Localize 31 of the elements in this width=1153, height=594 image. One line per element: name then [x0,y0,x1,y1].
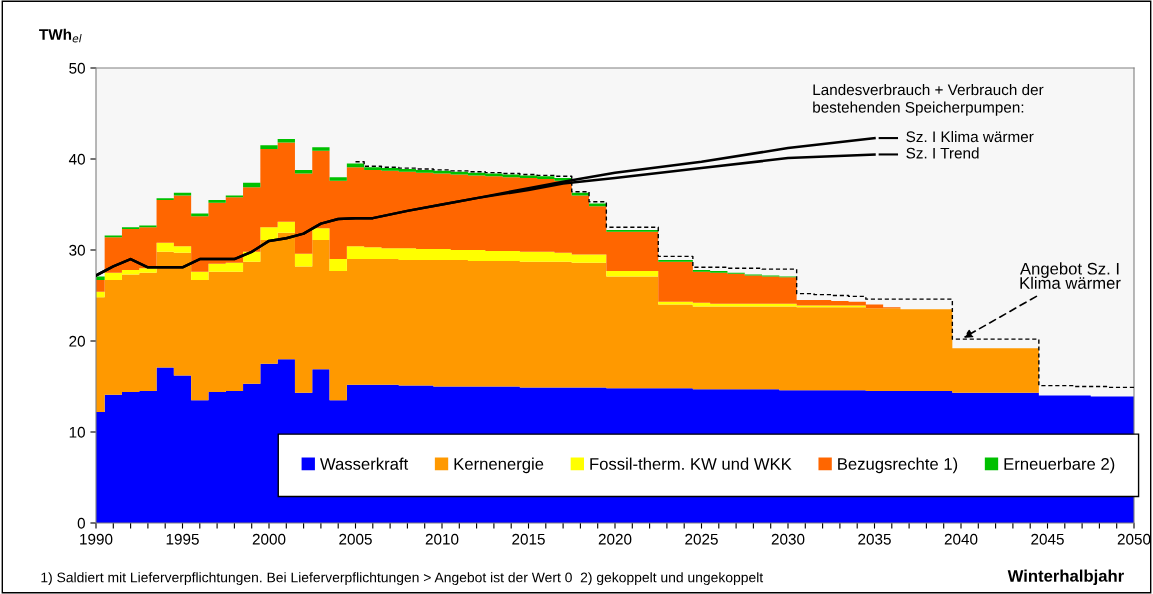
x-axis-title: Winterhalbjahr [1007,569,1124,586]
x-tick-label: 2025 [685,533,718,545]
y-tick-label: 30 [69,244,85,256]
x-tick-label: 2030 [771,533,805,545]
y-tick-label: 10 [69,426,85,438]
legend-label: Fossil-therm. KW und WKK [590,457,792,470]
x-tick-label: 2015 [512,533,545,545]
x-tick-label: 2000 [252,533,286,545]
x-tick-label: 2005 [339,533,372,545]
legend-label: Wasserkraft [320,457,409,470]
x-tick-label: 1990 [80,533,113,545]
x-tick-label: 2045 [1031,533,1064,545]
annotation: Landesverbrauch + Verbrauch der bestehenden Speicherpumpen: [813,83,1044,116]
x-tick-label: 2010 [425,533,459,545]
x-tick-label: 2050 [1117,533,1151,545]
y-tick-label: 40 [68,153,85,165]
text: 1) Saldiert mit Lieferverpflichtungen. Bei Lieferverpflichtungen > Angebot ist der Wert 0 2) gekoppelt und ungekoppelt [41,572,764,586]
x-tick-label: 2040 [944,533,978,545]
y-tick-label: 20 [69,335,85,347]
x-tick-label: 2035 [858,533,891,545]
legend-label: Sz. I Klima wärmer [906,130,1034,143]
y-axis-title: TWh$_{el}$ [39,28,82,43]
y-tick-label: 50 [69,62,85,74]
x-tick-label: 1995 [166,533,199,545]
legend-label: Erneuerbare 2) [1004,457,1115,474]
legend-label: Bezugsrechte 1) [838,457,958,474]
legend-label: Kernenergie [454,457,544,474]
legend-label: Sz. I Trend [906,147,979,159]
annotation: Angebot Sz. I Klima wärmer [1019,262,1121,289]
y-tick-label: 0 [77,517,85,529]
x-tick-label: 2020 [598,533,632,545]
